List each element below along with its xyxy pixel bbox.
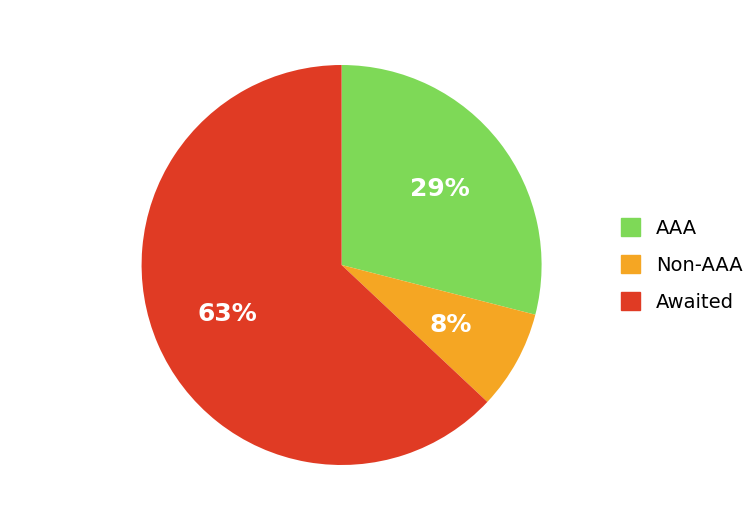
- Wedge shape: [142, 65, 487, 465]
- Legend: AAA, Non-AAA, Awaited: AAA, Non-AAA, Awaited: [611, 209, 752, 321]
- Wedge shape: [342, 65, 541, 315]
- Text: 63%: 63%: [198, 302, 258, 326]
- Wedge shape: [342, 265, 535, 402]
- Text: 29%: 29%: [409, 177, 470, 201]
- Text: 8%: 8%: [429, 313, 471, 337]
